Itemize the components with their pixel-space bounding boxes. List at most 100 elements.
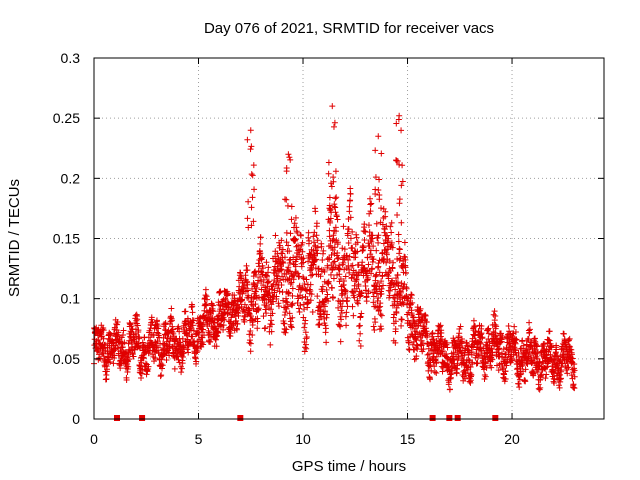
data-point xyxy=(310,239,317,246)
data-point xyxy=(252,301,259,308)
data-point xyxy=(168,305,175,312)
data-point xyxy=(345,240,352,247)
data-point xyxy=(288,216,295,223)
data-point xyxy=(363,298,370,305)
data-point xyxy=(163,357,170,364)
data-point xyxy=(278,263,285,270)
data-point xyxy=(258,278,265,285)
data-point xyxy=(378,278,385,285)
data-point xyxy=(420,346,427,353)
data-point xyxy=(391,301,398,308)
data-point xyxy=(98,349,105,356)
gap-markers xyxy=(113,415,499,421)
data-point xyxy=(370,243,377,250)
data-point xyxy=(491,308,498,315)
data-point xyxy=(313,220,320,227)
data-point xyxy=(515,380,522,387)
data-point xyxy=(361,221,368,228)
data-point xyxy=(199,326,206,333)
data-point xyxy=(365,261,372,268)
data-point xyxy=(399,299,406,306)
data-point xyxy=(168,317,175,324)
data-point xyxy=(399,178,406,185)
data-point xyxy=(338,292,345,299)
data-point xyxy=(559,360,566,367)
data-point xyxy=(390,314,397,321)
data-point xyxy=(566,335,573,342)
data-point xyxy=(560,330,567,337)
data-point xyxy=(339,245,346,252)
data-point xyxy=(447,374,454,381)
data-point xyxy=(331,258,338,265)
data-point xyxy=(478,335,485,342)
data-point xyxy=(330,294,337,301)
data-point xyxy=(283,196,290,203)
data-point xyxy=(103,376,110,383)
data-point xyxy=(107,358,114,365)
data-point xyxy=(305,234,312,241)
data-point xyxy=(542,364,549,371)
data-point xyxy=(337,323,344,330)
data-point xyxy=(254,325,261,332)
data-point xyxy=(286,259,293,266)
data-point xyxy=(413,353,420,360)
data-point xyxy=(137,369,144,376)
data-point xyxy=(329,285,336,292)
data-point xyxy=(99,326,106,333)
data-point xyxy=(396,112,403,119)
data-point xyxy=(241,282,248,289)
data-point xyxy=(380,240,387,247)
data-point xyxy=(313,256,320,263)
data-point xyxy=(353,231,360,238)
data-point xyxy=(325,298,332,305)
data-point xyxy=(189,303,196,310)
data-point xyxy=(249,172,256,179)
data-point xyxy=(359,259,366,266)
data-point xyxy=(356,322,363,329)
data-point xyxy=(282,309,289,316)
data-point xyxy=(301,306,308,313)
data-point xyxy=(302,344,309,351)
data-point xyxy=(253,271,260,278)
y-tick-label: 0.05 xyxy=(53,351,80,367)
data-point xyxy=(393,304,400,311)
data-point xyxy=(179,360,186,367)
data-point xyxy=(569,355,576,362)
data-point xyxy=(174,353,181,360)
data-point xyxy=(253,285,260,292)
data-point xyxy=(427,376,434,383)
data-point xyxy=(274,278,281,285)
data-point xyxy=(481,372,488,379)
data-point xyxy=(386,287,393,294)
data-point xyxy=(336,322,343,329)
data-point xyxy=(383,251,390,258)
data-point xyxy=(180,350,187,357)
data-point xyxy=(281,320,288,327)
data-point xyxy=(303,333,310,340)
data-point xyxy=(287,156,294,163)
data-point xyxy=(431,363,438,370)
data-point xyxy=(217,288,224,295)
data-point xyxy=(491,317,498,324)
data-point xyxy=(391,295,398,302)
data-point xyxy=(169,323,176,330)
data-point xyxy=(325,170,332,177)
gap-marker xyxy=(446,415,453,421)
data-point xyxy=(220,322,227,329)
data-point xyxy=(413,329,420,336)
data-point xyxy=(338,307,345,314)
data-point xyxy=(294,270,301,277)
data-point xyxy=(136,334,143,341)
data-point xyxy=(294,229,301,236)
data-point xyxy=(248,143,255,150)
data-point xyxy=(244,136,251,143)
data-point xyxy=(346,253,353,260)
data-point xyxy=(370,256,377,263)
data-point xyxy=(100,327,107,334)
data-point xyxy=(247,127,254,134)
data-point xyxy=(398,219,405,226)
data-point xyxy=(296,251,303,258)
data-point xyxy=(428,341,435,348)
data-point xyxy=(262,325,269,332)
data-point xyxy=(368,200,375,207)
